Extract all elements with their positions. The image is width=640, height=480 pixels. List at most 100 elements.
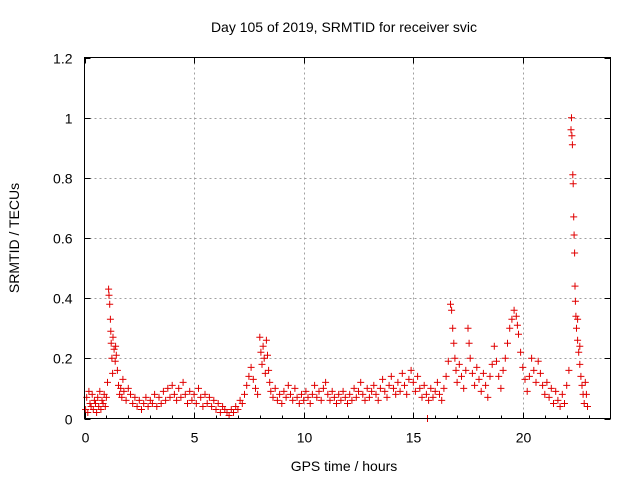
data-point (565, 366, 573, 374)
data-point (98, 396, 106, 404)
data-point (568, 114, 575, 122)
data-point (140, 400, 148, 407)
data-point (501, 354, 509, 362)
data-point (88, 390, 96, 398)
data-point (109, 333, 117, 341)
data-point (486, 372, 494, 380)
data-point (106, 300, 114, 308)
data-point (164, 384, 172, 392)
data-point (539, 381, 547, 389)
data-point (92, 400, 99, 407)
data-point (293, 393, 301, 401)
y-tick-label: 1 (65, 111, 73, 127)
data-point (450, 339, 458, 347)
data-point (405, 375, 413, 383)
data-point (495, 372, 503, 380)
data-point (462, 366, 470, 374)
data-point (571, 249, 579, 257)
data-point (111, 357, 119, 365)
data-point (324, 390, 332, 398)
data-point (348, 396, 356, 404)
data-point (574, 315, 582, 323)
data-point (127, 390, 134, 398)
data-point (201, 390, 209, 398)
x-tick-label: 10 (297, 430, 313, 446)
data-point (515, 330, 522, 338)
data-point (571, 297, 579, 305)
data-point (493, 357, 500, 365)
data-point (453, 378, 461, 386)
data-point (278, 400, 286, 407)
data-point (519, 363, 527, 371)
y-tick-label: 0.4 (53, 291, 73, 307)
data-point (315, 387, 323, 395)
data-point (291, 384, 299, 392)
data-point (570, 231, 578, 239)
data-point (394, 378, 402, 386)
data-point (216, 409, 224, 416)
data-point (298, 390, 305, 398)
data-point (365, 393, 373, 401)
data-point (403, 390, 411, 398)
data-point (151, 390, 159, 398)
data-point (460, 384, 468, 392)
data-point (550, 400, 557, 407)
data-point (570, 213, 578, 221)
data-point (379, 375, 387, 383)
data-point (284, 381, 292, 389)
data-point (401, 381, 408, 389)
data-point (350, 384, 358, 392)
data-point (545, 393, 553, 401)
data-point (252, 384, 259, 392)
data-point (563, 381, 571, 389)
data-point (170, 390, 178, 398)
data-point (107, 327, 115, 335)
data-point (578, 381, 586, 389)
data-point (363, 384, 371, 392)
data-point (466, 354, 474, 362)
y-axis-label: SRMTID / TECUs (6, 183, 22, 293)
data-point (89, 406, 97, 413)
data-point (254, 390, 262, 398)
data-point (575, 348, 583, 356)
data-point (177, 393, 185, 401)
data-point (440, 384, 448, 392)
data-point (289, 396, 297, 404)
data-point (101, 403, 109, 410)
data-point (205, 393, 213, 401)
data-point (339, 387, 347, 395)
axis-ticks: 0 5 10 15 20 0 0.2 0.4 0.6 0.8 1 1.2 (53, 51, 611, 446)
data-point (273, 396, 281, 404)
data-point (259, 342, 267, 350)
data-point (396, 387, 404, 395)
data-point (173, 396, 181, 404)
data-point (433, 378, 441, 386)
data-point (510, 306, 518, 314)
data-point (184, 400, 191, 407)
data-point (582, 390, 590, 398)
data-point (93, 409, 101, 416)
data-point (105, 285, 113, 293)
data-point (308, 390, 316, 398)
data-point (464, 324, 472, 332)
data-point (422, 390, 430, 398)
data-point (96, 387, 104, 395)
data-point (482, 381, 490, 389)
data-point (543, 378, 551, 386)
data-point (276, 390, 284, 398)
data-point (159, 387, 167, 395)
x-tick-label: 20 (516, 430, 532, 446)
data-point (504, 339, 511, 347)
data-point (521, 375, 529, 383)
data-point (287, 390, 294, 398)
data-point (102, 393, 110, 401)
data-point (344, 400, 351, 407)
data-point (234, 406, 242, 413)
y-tick-label: 0 (65, 412, 73, 428)
data-point (561, 400, 568, 407)
data-point (104, 378, 111, 386)
data-point (197, 393, 205, 401)
data-point (256, 333, 264, 341)
data-point (346, 390, 354, 398)
